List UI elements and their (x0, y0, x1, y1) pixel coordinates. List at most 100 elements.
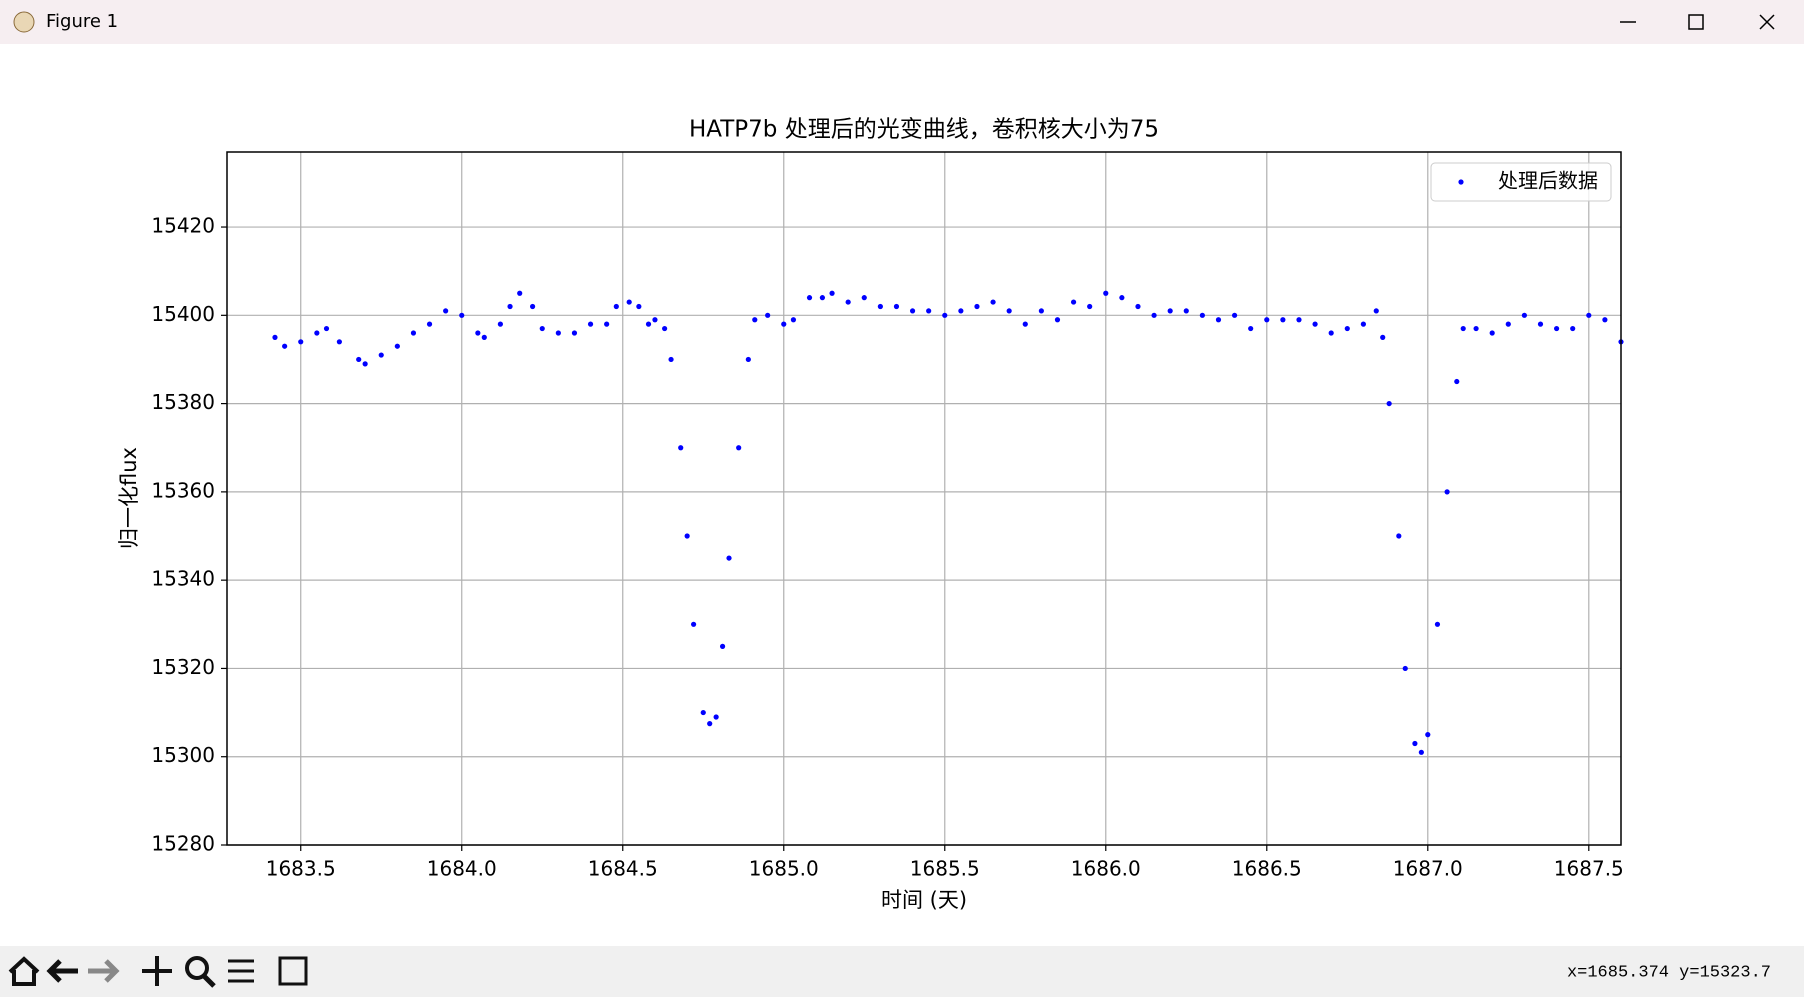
data-point (1264, 317, 1270, 323)
zoom-button[interactable] (185, 956, 209, 980)
x-tick-label: 1685.5 (910, 857, 980, 881)
data-point (507, 303, 513, 310)
data-point (958, 308, 964, 314)
data-point (626, 299, 632, 305)
plot-frame (226, 151, 1622, 846)
data-point (1537, 321, 1544, 327)
toolbar (0, 946, 1804, 997)
home-button[interactable] (8, 956, 40, 986)
data-point (555, 330, 561, 336)
data-point (459, 312, 465, 318)
pan-button[interactable] (142, 956, 172, 986)
y-tick-label: 15300 (151, 743, 215, 767)
data-point (1586, 312, 1592, 318)
data-point (829, 290, 835, 296)
data-point (529, 303, 536, 310)
x-axis-label: 时间 (天) (881, 888, 967, 912)
data-point (942, 312, 948, 318)
data-point (668, 356, 674, 363)
data-point (765, 312, 771, 318)
data-point (645, 321, 652, 327)
data-point (893, 303, 900, 310)
data-point (475, 330, 481, 336)
data-point (1418, 749, 1424, 755)
back-button[interactable] (46, 959, 78, 983)
data-point (926, 308, 932, 314)
data-point (806, 295, 813, 301)
data-point (1248, 325, 1254, 332)
data-point (1553, 325, 1560, 332)
data-point (1344, 325, 1350, 332)
data-point (1231, 312, 1238, 318)
data-point (1038, 308, 1044, 314)
data-point (652, 317, 658, 323)
data-point (678, 445, 684, 451)
save-button[interactable] (278, 956, 308, 986)
maximize-button[interactable] (1688, 14, 1704, 30)
plot: 15280 15300 15320 15340 15360 15380 15400 15420… (151, 151, 1624, 881)
data-point (1119, 295, 1125, 301)
configure-button[interactable] (228, 959, 254, 983)
app-icon (13, 11, 35, 33)
data-point (497, 321, 503, 327)
data-point (1087, 303, 1093, 310)
data-point (726, 555, 732, 561)
data-point (745, 356, 751, 363)
data-point (1135, 303, 1141, 310)
data-point (700, 709, 706, 716)
data-point (845, 299, 851, 305)
x-tick-label: 1686.0 (1071, 857, 1141, 881)
y-tick-label: 15280 (151, 832, 215, 856)
data-point (1412, 740, 1418, 747)
x-tick-label: 1685.0 (749, 857, 819, 881)
data-point (394, 343, 400, 349)
close-button[interactable] (1759, 14, 1775, 30)
data-point (1006, 308, 1012, 314)
data-point (1022, 321, 1028, 327)
data-point (1183, 308, 1189, 314)
data-point (877, 303, 883, 310)
data-point (1570, 325, 1576, 332)
x-tick-label: 1687.5 (1554, 857, 1624, 881)
data-point (684, 533, 690, 539)
data-point (443, 308, 449, 314)
data-point (790, 317, 797, 323)
data-point (481, 334, 487, 340)
data-point (707, 721, 713, 727)
data-point (1070, 299, 1077, 305)
data-point (1103, 290, 1109, 296)
data-point (752, 317, 758, 323)
y-tick-label: 15320 (151, 655, 215, 679)
data-point (636, 303, 642, 310)
data-point (1425, 732, 1431, 738)
forward-button[interactable] (88, 959, 120, 983)
data-point (282, 343, 288, 349)
data-point (719, 643, 726, 649)
data-point (736, 445, 742, 451)
x-tick-label: 1686.5 (1232, 857, 1302, 881)
data-point (517, 290, 523, 296)
chart-title: HATP7b 处理后的光变曲线，卷积核大小为75 (689, 117, 1159, 143)
data-point (587, 321, 594, 327)
data-point (1373, 308, 1379, 314)
data-point (362, 361, 368, 367)
data-point (1473, 325, 1479, 332)
x-tick-label: 1687.0 (1393, 857, 1463, 881)
data-point (1402, 665, 1408, 672)
data-point (1434, 621, 1441, 627)
data-point (1151, 312, 1157, 318)
x-tick-label: 1684.5 (588, 857, 658, 881)
data-point (990, 299, 996, 305)
zoom-handle (202, 974, 216, 988)
data-point (1505, 321, 1511, 327)
data-point (819, 295, 826, 301)
data-point (1215, 317, 1222, 323)
data-point (909, 308, 916, 314)
data-point (336, 339, 342, 345)
data-point (1199, 312, 1205, 318)
data-point (1460, 325, 1466, 332)
data-point (1280, 317, 1286, 323)
data-point (539, 325, 545, 332)
